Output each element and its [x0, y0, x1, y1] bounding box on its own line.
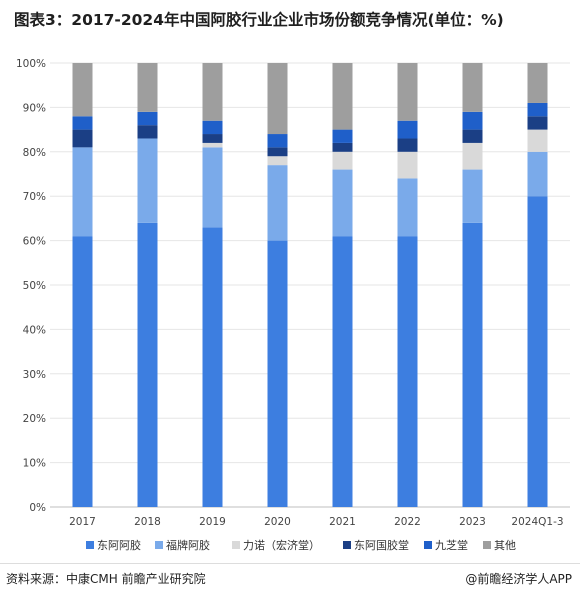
bar-segment [202, 147, 223, 228]
brand-credit: @前瞻经济学人APP [465, 572, 572, 586]
legend-item: 九芝堂 [424, 539, 468, 552]
y-tick-label: 50% [23, 280, 46, 292]
legend-swatch [155, 541, 163, 549]
bar-segment [397, 138, 418, 152]
bar-segment [137, 138, 158, 223]
bar-segment [527, 151, 548, 197]
x-tick-label: 2019 [199, 516, 226, 528]
bar-segment [462, 129, 483, 143]
y-tick-label: 70% [23, 191, 46, 203]
chart-title: 图表3：2017-2024年中国阿胶行业企业市场份额竞争情况(单位：%) [14, 11, 504, 29]
legend-label: 其他 [494, 539, 516, 552]
source-note: 资料来源：中康CMH 前瞻产业研究院 [6, 572, 206, 586]
bar-segment [202, 142, 223, 148]
y-axis-ticks: 0% 10% 20% 30% 40% 50% 60% 70% 80% 90% 100% [16, 58, 46, 514]
bar-segment [397, 151, 418, 179]
bar-segment [397, 178, 418, 237]
bar-segment [397, 236, 418, 507]
bar-segment [267, 147, 288, 157]
legend-label: 东阿国胶堂 [354, 538, 409, 552]
bar-segment [137, 125, 158, 139]
bar-segment [72, 129, 93, 148]
x-tick-label: 2018 [134, 516, 161, 528]
bar-segment [332, 151, 353, 170]
legend-swatch [424, 541, 432, 549]
x-tick-label: 2021 [329, 516, 356, 528]
bar-segment [527, 196, 548, 507]
legend-label: 东阿阿胶 [97, 538, 141, 552]
bar-segment [397, 63, 418, 121]
bar-segment [462, 63, 483, 112]
legend-swatch [483, 541, 491, 549]
bar-segment [72, 147, 93, 237]
legend-swatch [232, 541, 240, 549]
legend-item: 力诺（宏济堂） [232, 538, 320, 552]
legend-item: 福牌阿胶 [155, 538, 210, 552]
bar-segment [527, 63, 548, 103]
bar-segment [332, 63, 353, 130]
y-tick-label: 40% [23, 324, 46, 336]
bar-segment [267, 240, 288, 507]
x-tick-label: 2017 [69, 516, 96, 528]
bar-segment [267, 156, 288, 166]
x-tick-label: 2023 [459, 516, 486, 528]
y-tick-label: 20% [23, 413, 46, 425]
legend-label: 九芝堂 [435, 539, 468, 552]
bar-segment [72, 236, 93, 507]
bar-segment [137, 222, 158, 507]
legend-label: 福牌阿胶 [166, 538, 210, 552]
bar-segment [202, 134, 223, 143]
bar-segment [202, 227, 223, 507]
legend-swatch [343, 541, 351, 549]
footer-divider [0, 563, 580, 564]
bar-segment [332, 236, 353, 507]
bar-segment [397, 120, 418, 139]
y-tick-label: 80% [23, 147, 46, 159]
bar-segment [332, 142, 353, 152]
legend-item: 其他 [483, 539, 516, 552]
bar-segment [137, 63, 158, 112]
legend-label: 力诺（宏济堂） [243, 538, 320, 552]
bar-segment [462, 222, 483, 507]
bars [72, 63, 548, 507]
bar-segment [462, 111, 483, 130]
bar-segment [462, 169, 483, 223]
legend-item: 东阿阿胶 [86, 538, 141, 552]
y-tick-label: 60% [23, 236, 46, 248]
bar-segment [267, 134, 288, 148]
x-axis-ticks: 2017 2018 2019 2020 2021 2022 2023 2024Q1-3 [69, 516, 563, 528]
x-tick-label: 2022 [394, 516, 421, 528]
y-tick-label: 0% [29, 502, 46, 514]
y-tick-label: 90% [23, 102, 46, 114]
bar-segment [267, 165, 288, 241]
bar-segment [72, 63, 93, 117]
bar-segment [527, 129, 548, 152]
bar-segment [72, 116, 93, 130]
bar-segment [137, 111, 158, 126]
y-tick-label: 100% [16, 58, 46, 70]
bar-segment [527, 116, 548, 130]
x-tick-label: 2020 [264, 516, 291, 528]
bar-segment [462, 142, 483, 170]
grid-lines [50, 62, 570, 508]
bar-segment [527, 102, 548, 117]
bar-segment [332, 129, 353, 143]
bar-segment [202, 63, 223, 121]
bar-segment [267, 63, 288, 135]
legend-swatch [86, 541, 94, 549]
legend: 东阿阿胶 福牌阿胶 力诺（宏济堂） 东阿国胶堂 九芝堂 其他 [86, 538, 516, 552]
bar-segment [332, 169, 353, 237]
legend-item: 东阿国胶堂 [343, 538, 409, 552]
bar-segment [202, 120, 223, 135]
x-tick-label: 2024Q1-3 [511, 516, 563, 528]
y-tick-label: 10% [23, 458, 46, 470]
y-tick-label: 30% [23, 369, 46, 381]
